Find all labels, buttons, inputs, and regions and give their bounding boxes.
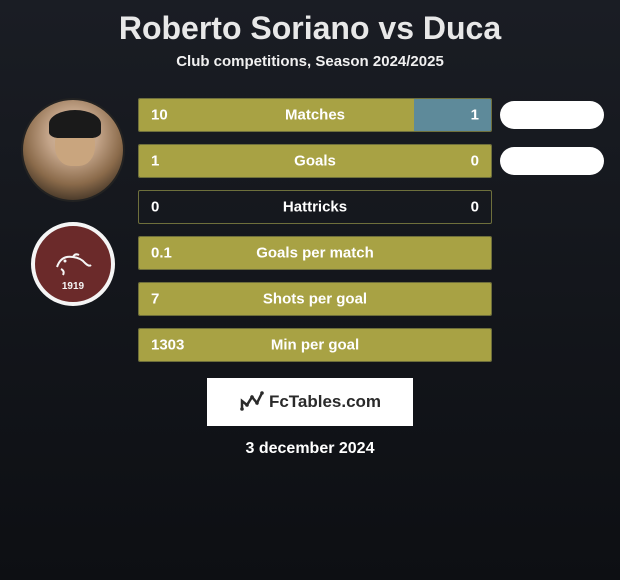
player-photo [21, 98, 125, 202]
left-column: 1919 [8, 98, 138, 306]
stat-label: Hattricks [283, 199, 347, 216]
bar-right [414, 99, 491, 131]
right-pill [500, 239, 604, 267]
main-row: 1919 101Matches10Goals00Hattricks0.1Goal… [8, 98, 612, 362]
stat-value-left: 10 [151, 107, 168, 124]
club-badge: 1919 [31, 222, 115, 306]
stat-label: Matches [285, 107, 345, 124]
stat-label: Shots per goal [263, 291, 367, 308]
right-pill [500, 101, 604, 129]
stat-row: 10 1 Matches [138, 98, 604, 132]
stat-value-left: 1303 [151, 337, 184, 354]
stat-row: 1 0 Goals [138, 144, 604, 178]
right-pill [500, 331, 604, 359]
right-pill [500, 147, 604, 175]
stat-row: 0 0 Hattricks [138, 190, 604, 224]
stat-bar: 0.1 Goals per match [138, 236, 492, 270]
club-year: 1919 [62, 281, 84, 292]
stat-label: Goals per match [256, 245, 374, 262]
stat-value-right: 1 [471, 107, 479, 124]
stat-label: Min per goal [271, 337, 359, 354]
subtitle: Club competitions, Season 2024/2025 [176, 53, 444, 70]
stat-value-left: 0 [151, 199, 159, 216]
stat-value-left: 1 [151, 153, 159, 170]
bar-left [139, 99, 414, 131]
right-pill [500, 285, 604, 313]
stat-value-right: 0 [471, 199, 479, 216]
stat-bar: 10 1 Matches [138, 98, 492, 132]
stat-value-left: 7 [151, 291, 159, 308]
stats-column: 101Matches10Goals00Hattricks0.1Goals per… [138, 98, 612, 362]
right-pill [500, 193, 604, 221]
stat-value-right: 0 [471, 153, 479, 170]
stat-bar: 1 0 Goals [138, 144, 492, 178]
footer-text: FcTables.com [269, 392, 381, 412]
stat-row: 0.1 Goals per match [138, 236, 604, 270]
footer-badge[interactable]: FcTables.com [207, 378, 413, 426]
stat-bar: 7 Shots per goal [138, 282, 492, 316]
seahorse-icon [51, 249, 95, 279]
stat-bar: 1303 Min per goal [138, 328, 492, 362]
fctables-logo-icon [239, 389, 265, 415]
stat-row: 7 Shots per goal [138, 282, 604, 316]
date: 3 december 2024 [246, 440, 375, 458]
comparison-card: Roberto Soriano vs Duca Club competition… [0, 0, 620, 468]
stat-bar: 0 0 Hattricks [138, 190, 492, 224]
page-title: Roberto Soriano vs Duca [119, 10, 501, 47]
stat-row: 1303 Min per goal [138, 328, 604, 362]
stat-value-left: 0.1 [151, 245, 172, 262]
stat-label: Goals [294, 153, 336, 170]
